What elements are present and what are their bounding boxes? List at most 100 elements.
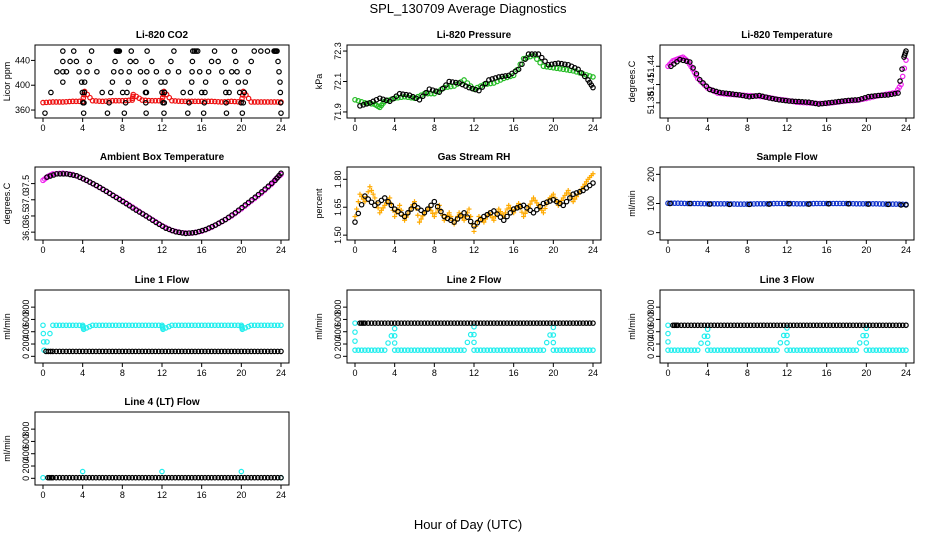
data-point — [856, 340, 863, 346]
data-point — [418, 320, 424, 326]
data-point — [576, 347, 583, 353]
data-point — [89, 474, 96, 481]
data-point — [275, 58, 281, 65]
data-point — [50, 99, 56, 105]
data-point — [175, 98, 182, 104]
data-point — [234, 68, 240, 75]
data-point — [757, 200, 764, 207]
data-point — [448, 347, 454, 353]
data-point — [215, 348, 221, 355]
y-tick-label: 72.3 — [333, 42, 343, 60]
data-point — [876, 322, 883, 329]
data-point — [378, 320, 385, 326]
data-point — [53, 99, 60, 105]
data-point — [94, 68, 100, 75]
data-point — [122, 474, 129, 481]
data-point — [169, 97, 175, 104]
data-point — [708, 322, 714, 329]
data-point — [665, 322, 671, 329]
data-point — [675, 322, 681, 329]
data-point — [391, 340, 398, 346]
data-point — [60, 99, 66, 105]
data-point — [567, 195, 573, 201]
x-tick-label: 16 — [822, 123, 832, 133]
data-point — [753, 93, 759, 99]
data-point — [497, 214, 504, 220]
data-point — [231, 474, 238, 481]
data-point — [222, 79, 229, 85]
data-point — [784, 347, 790, 353]
data-point — [565, 187, 571, 193]
data-point — [231, 98, 238, 105]
data-point — [807, 322, 813, 329]
x-tick-label: 4 — [392, 123, 397, 133]
data-point — [701, 200, 708, 207]
data-point — [860, 200, 866, 207]
data-point — [471, 223, 477, 229]
data-point — [152, 474, 159, 481]
data-point — [40, 322, 46, 329]
data-point — [570, 320, 576, 326]
y-tick-label: 37.0 — [21, 191, 31, 209]
series-black — [42, 48, 284, 116]
data-point — [888, 91, 895, 98]
y-tick-label: 800 — [21, 300, 31, 315]
data-point — [235, 348, 241, 355]
data-point — [685, 347, 691, 353]
data-point — [96, 322, 102, 329]
data-point — [40, 474, 46, 481]
data-point — [863, 347, 870, 353]
data-point — [142, 348, 149, 355]
data-point — [754, 200, 761, 207]
data-point — [688, 322, 694, 329]
plot-frame — [346, 44, 602, 119]
data-point — [48, 89, 54, 96]
y-axis-label: ml/min — [314, 313, 324, 340]
data-point — [136, 348, 142, 355]
data-point — [837, 322, 843, 329]
data-point — [514, 205, 520, 211]
data-point — [261, 322, 268, 329]
data-point — [116, 322, 122, 329]
data-point — [235, 474, 241, 481]
data-point — [776, 96, 782, 103]
data-point — [726, 201, 733, 208]
data-point — [542, 58, 548, 64]
x-tick-label: 16 — [822, 245, 832, 255]
data-point — [500, 217, 507, 224]
data-point — [264, 348, 271, 355]
data-point — [245, 323, 252, 330]
data-point — [438, 208, 444, 215]
data-point — [264, 99, 271, 105]
data-point — [542, 205, 548, 211]
x-tick-label: 16 — [822, 368, 832, 378]
x-tick-label: 12 — [157, 123, 167, 133]
data-point — [54, 68, 60, 75]
x-tick-label: 20 — [236, 123, 246, 133]
data-point — [553, 320, 560, 326]
y-tick-label: 200 — [333, 337, 343, 352]
data-point — [403, 91, 410, 98]
data-point — [839, 98, 845, 104]
x-tick-label: 0 — [352, 123, 357, 133]
x-tick-label: 20 — [236, 368, 246, 378]
data-point — [724, 347, 731, 353]
data-point — [800, 347, 807, 353]
data-point — [761, 200, 767, 207]
series-black — [357, 320, 596, 326]
data-point — [245, 199, 252, 206]
data-point — [205, 322, 212, 329]
data-point — [162, 474, 169, 481]
y-tick-label: 600 — [21, 312, 31, 327]
data-point — [391, 347, 398, 353]
data-point — [126, 322, 132, 329]
data-point — [780, 200, 787, 207]
data-point — [500, 347, 507, 353]
data-point — [188, 79, 195, 85]
data-point — [780, 322, 787, 329]
data-point — [189, 229, 196, 236]
data-point — [212, 322, 218, 329]
data-point — [198, 89, 205, 96]
data-point — [728, 322, 734, 329]
data-point — [537, 203, 543, 210]
